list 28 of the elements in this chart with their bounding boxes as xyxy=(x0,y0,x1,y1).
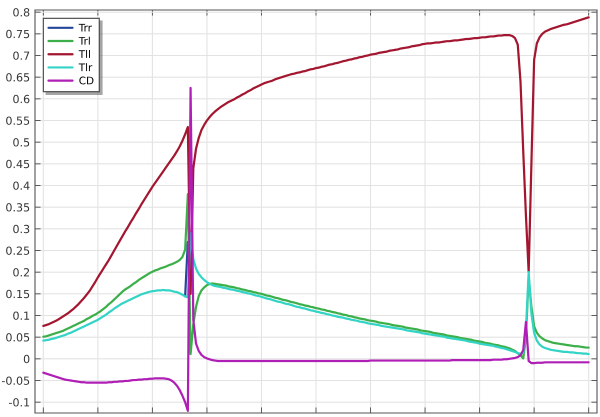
line-series xyxy=(42,232,590,356)
y-tick-label: -0.05 xyxy=(2,376,30,385)
line-series xyxy=(42,193,590,360)
y-tick-label: 0.15 xyxy=(6,290,30,298)
legend-label: Trr xyxy=(78,24,92,32)
y-tick-label: 0.6 xyxy=(13,94,30,104)
y-tick-label: 0.1 xyxy=(13,311,30,320)
y-tick-label: 0.75 xyxy=(6,30,30,38)
legend-label: Tll xyxy=(78,50,90,58)
line-series xyxy=(42,16,590,328)
y-tick-label: 0.65 xyxy=(6,73,30,82)
y-tick-label: 0.35 xyxy=(6,203,30,212)
legend-label: CD xyxy=(79,76,94,84)
y-tick-label: 0.25 xyxy=(6,246,30,255)
legend-label: Trl xyxy=(78,36,90,45)
y-tick-label: 0.5 xyxy=(13,138,30,147)
y-tick-label: 0.8 xyxy=(13,8,30,17)
y-tick-label: 0 xyxy=(24,354,30,364)
y-tick-label: 0.3 xyxy=(13,224,30,234)
y-tick-label: 0.55 xyxy=(6,116,30,125)
y-tick-label: -0.1 xyxy=(9,398,30,407)
y-tick-label: 0.7 xyxy=(13,51,30,60)
y-tick-label: 0.05 xyxy=(6,333,30,342)
legend-label: Tlr xyxy=(78,63,92,72)
y-tick-label: 0.2 xyxy=(13,268,30,277)
y-tick-label: 0.45 xyxy=(6,160,30,168)
line-series xyxy=(42,86,590,412)
y-tick-label: 0.4 xyxy=(13,181,30,190)
